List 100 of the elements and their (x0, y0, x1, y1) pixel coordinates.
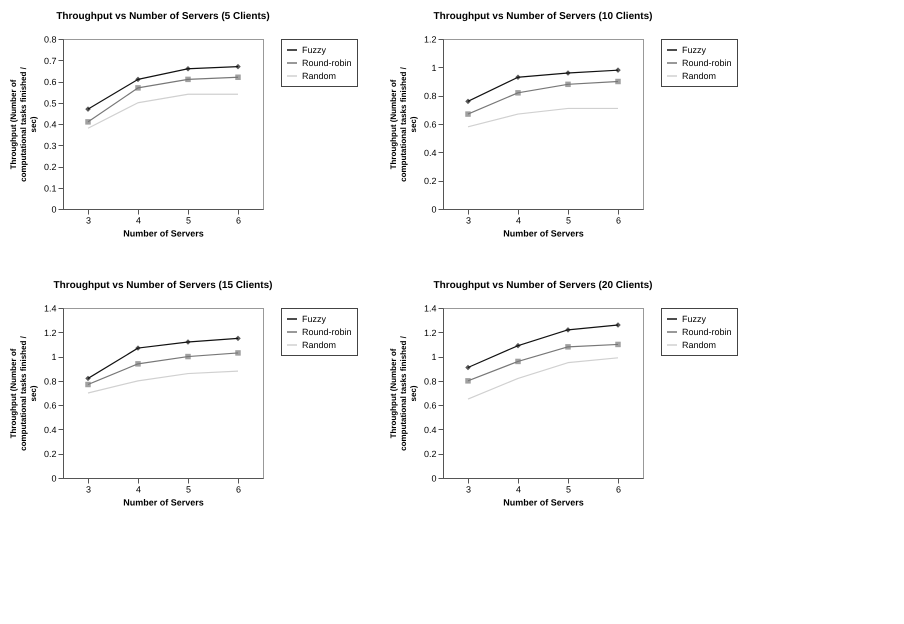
line-series (87, 370, 239, 394)
y-tick-label: 0.4 (44, 424, 56, 435)
y-tick-label: 0.7 (44, 56, 56, 66)
y-tick-label: 0.2 (44, 449, 56, 460)
legend-label: Random (302, 340, 336, 350)
y-tick-label: 0.8 (44, 34, 56, 44)
y-tick-label: 0 (431, 204, 436, 214)
point (465, 111, 471, 117)
y-tick-label: 1.2 (424, 328, 436, 338)
x-axis-title: Number of Servers (123, 498, 204, 508)
point (85, 119, 91, 125)
chart-title: Throughput vs Number of Servers (5 Clients) (56, 11, 270, 22)
x-tick-label: 4 (516, 216, 522, 226)
point (465, 378, 471, 384)
x-tick-label: 3 (86, 216, 92, 226)
point (135, 345, 141, 351)
point (235, 336, 241, 342)
legend-label: Random (682, 340, 716, 350)
y-tick-label: 1.4 (424, 304, 436, 314)
y-tick-label: 0.4 (424, 424, 436, 435)
y-tick-label: 0.2 (44, 162, 56, 172)
y-tick-label: 0.6 (424, 120, 436, 130)
legend-label: Fuzzy (302, 45, 327, 55)
y-axis-title: Throughput (Number of computational tasks finished / sec) (8, 335, 38, 451)
point (565, 327, 571, 333)
y-tick-label: 0.2 (424, 449, 436, 460)
line-series (467, 357, 619, 400)
y-tick-label: 0.6 (424, 400, 436, 411)
y-tick-label: 0.2 (424, 176, 436, 186)
x-tick-label: 6 (236, 216, 242, 226)
point (235, 64, 241, 70)
point (135, 85, 141, 91)
point (565, 82, 571, 88)
legend-label: Random (682, 71, 716, 81)
point (615, 342, 621, 348)
y-tick-label: 0 (431, 474, 436, 484)
y-tick-label: 0.8 (44, 376, 56, 386)
x-tick-label: 5 (566, 216, 572, 226)
x-axis-title: Number of Servers (503, 498, 584, 508)
x-axis-title: Number of Servers (123, 228, 204, 238)
y-tick-label: 0.6 (44, 77, 56, 87)
x-axis-title: Number of Servers (503, 228, 584, 238)
point (135, 361, 141, 367)
x-tick-label: 5 (186, 216, 192, 226)
legend-label: Round-robin (302, 58, 352, 68)
y-tick-label: 0.3 (44, 140, 56, 151)
chart-title: Throughput vs Number of Servers (20 Clients) (434, 280, 652, 291)
y-tick-label: 0.8 (424, 376, 436, 386)
point (465, 98, 471, 104)
point (185, 76, 191, 82)
y-tick-label: 0.4 (44, 120, 56, 130)
point (235, 350, 241, 356)
legend-label: Fuzzy (302, 314, 327, 324)
y-axis-title: Throughput (Number of computational tasks finished / sec) (8, 66, 38, 182)
point (85, 376, 91, 382)
y-tick-label: 0.6 (44, 400, 56, 411)
point (465, 364, 471, 370)
y-tick-label: 0 (51, 204, 56, 214)
point (515, 90, 521, 96)
y-tick-label: 1 (51, 352, 56, 362)
y-tick-label: 1 (431, 62, 436, 73)
x-tick-label: 4 (136, 216, 142, 226)
y-axis-title: Throughput (Number of computational tasks finished / sec) (388, 335, 418, 451)
x-tick-label: 4 (516, 484, 522, 494)
y-tick-label: 0.4 (424, 148, 436, 158)
legend-label: Fuzzy (682, 45, 707, 55)
point (615, 322, 621, 328)
point (135, 76, 141, 82)
y-tick-label: 0.5 (44, 98, 56, 108)
y-tick-label: 1 (431, 352, 436, 362)
chart-title: Throughput vs Number of Servers (15 Clients) (54, 280, 272, 291)
x-tick-label: 5 (566, 484, 572, 494)
y-tick-label: 0 (51, 474, 56, 484)
x-tick-label: 3 (466, 216, 472, 226)
x-tick-label: 6 (616, 484, 622, 494)
y-tick-label: 1.2 (44, 328, 56, 338)
point (565, 70, 571, 76)
point (615, 67, 621, 73)
point (235, 74, 241, 80)
point (515, 342, 521, 348)
legend-label: Fuzzy (682, 314, 707, 324)
point (515, 358, 521, 364)
x-tick-label: 5 (186, 484, 192, 494)
x-tick-label: 3 (86, 484, 92, 494)
y-tick-label: 0.8 (424, 91, 436, 102)
x-tick-label: 3 (466, 484, 472, 494)
point (85, 106, 91, 112)
point (185, 354, 191, 360)
point (185, 339, 191, 345)
y-tick-label: 0.1 (44, 183, 56, 194)
x-tick-label: 6 (236, 484, 242, 494)
legend-label: Random (302, 71, 336, 81)
y-tick-label: 1.2 (424, 34, 436, 44)
legend-label: Round-robin (682, 327, 732, 337)
y-tick-label: 1.4 (44, 304, 56, 314)
x-tick-label: 4 (136, 484, 142, 494)
legend-label: Round-robin (302, 327, 352, 337)
legend-label: Round-robin (682, 58, 732, 68)
y-axis-title: Throughput (Number of computational tasks finished / sec) (388, 66, 418, 182)
x-tick-label: 6 (616, 216, 622, 226)
